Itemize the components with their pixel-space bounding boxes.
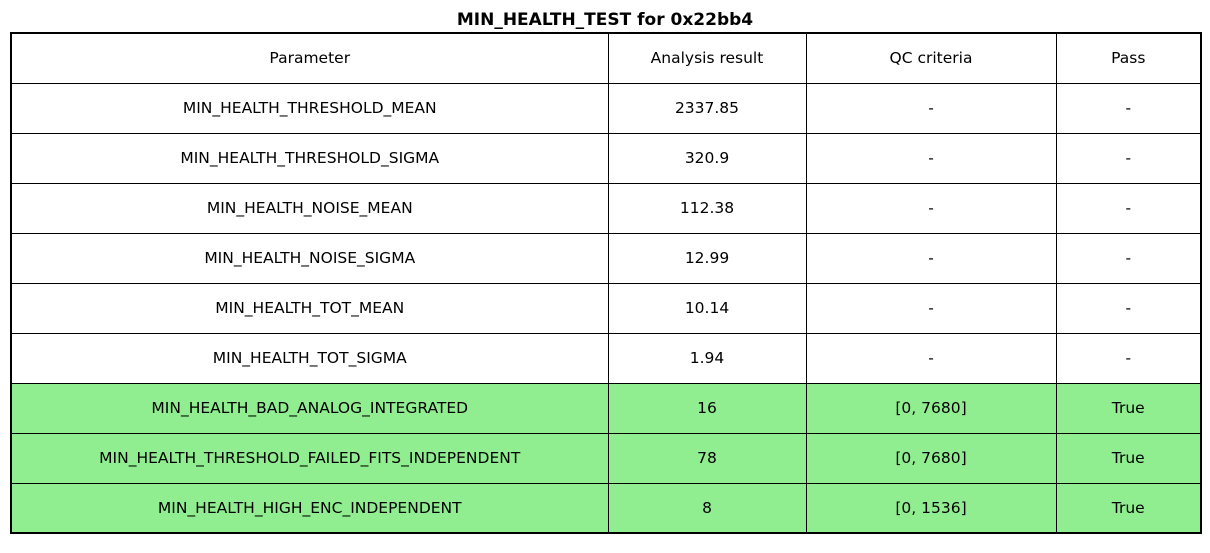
column-header-qc-criteria: QC criteria <box>805 32 1057 84</box>
qc-results-table: Parameter Analysis result QC criteria Pa… <box>10 32 1202 534</box>
column-header-parameter: Parameter <box>10 32 609 84</box>
qc-criteria-cell: [0, 7680] <box>805 382 1057 434</box>
parameter-cell: MIN_HEALTH_THRESHOLD_MEAN <box>10 82 609 134</box>
table-row: MIN_HEALTH_THRESHOLD_MEAN 2337.85- - <box>10 82 1202 134</box>
analysis-result-cell: 10.14 <box>607 282 807 334</box>
table-row: MIN_HEALTH_NOISE_MEAN 112.38- - <box>10 182 1202 234</box>
pass-cell: True <box>1055 382 1202 434</box>
qc-criteria-cell: [0, 7680] <box>805 432 1057 484</box>
table-row: MIN_HEALTH_TOT_SIGMA 1.94- - <box>10 332 1202 384</box>
pass-cell: True <box>1055 432 1202 484</box>
parameter-cell: MIN_HEALTH_THRESHOLD_FAILED_FITS_INDEPEN… <box>10 432 609 484</box>
parameter-cell: MIN_HEALTH_NOISE_SIGMA <box>10 232 609 284</box>
analysis-result-cell: 8 <box>607 482 807 534</box>
column-header-analysis-result: Analysis result <box>607 32 807 84</box>
analysis-result-cell: 1.94 <box>607 332 807 384</box>
column-header-pass: Pass <box>1055 32 1202 84</box>
pass-cell: - <box>1055 82 1202 134</box>
pass-cell: True <box>1055 482 1202 534</box>
header-row: Parameter Analysis result QC criteria Pa… <box>10 32 1202 84</box>
analysis-result-cell: 2337.85 <box>607 82 807 134</box>
table-row: MIN_HEALTH_THRESHOLD_SIGMA 320.9- - <box>10 132 1202 184</box>
pass-cell: - <box>1055 182 1202 234</box>
parameter-cell: MIN_HEALTH_THRESHOLD_SIGMA <box>10 132 609 184</box>
parameter-cell: MIN_HEALTH_TOT_MEAN <box>10 282 609 334</box>
qc-criteria-cell: - <box>805 82 1057 134</box>
qc-criteria-cell: - <box>805 132 1057 184</box>
table-row: MIN_HEALTH_HIGH_ENC_INDEPENDENT 8 [0, 1536… <box>10 482 1202 534</box>
analysis-result-cell: 320.9 <box>607 132 807 184</box>
parameter-cell: MIN_HEALTH_BAD_ANALOG_INTEGRATED <box>10 382 609 434</box>
analysis-result-cell: 112.38 <box>607 182 807 234</box>
analysis-result-cell: 78 <box>607 432 807 484</box>
qc-criteria-cell: [0, 1536] <box>805 482 1057 534</box>
table-row: MIN_HEALTH_BAD_ANALOG_INTEGRATED 16 [0, 76… <box>10 382 1202 434</box>
parameter-cell: MIN_HEALTH_TOT_SIGMA <box>10 332 609 384</box>
table-row: MIN_HEALTH_THRESHOLD_FAILED_FITS_INDEPEN… <box>10 432 1202 484</box>
qc-criteria-cell: - <box>805 182 1057 234</box>
qc-criteria-cell: - <box>805 332 1057 384</box>
table-row: MIN_HEALTH_NOISE_SIGMA 12.99- - <box>10 232 1202 284</box>
parameter-cell: MIN_HEALTH_HIGH_ENC_INDEPENDENT <box>10 482 609 534</box>
pass-cell: - <box>1055 332 1202 384</box>
qc-criteria-cell: - <box>805 282 1057 334</box>
figure-title: MIN_HEALTH_TEST for 0x22bb4 <box>456 10 754 30</box>
pass-cell: - <box>1055 282 1202 334</box>
pass-cell: - <box>1055 132 1202 184</box>
analysis-result-cell: 12.99 <box>607 232 807 284</box>
parameter-cell: MIN_HEALTH_NOISE_MEAN <box>10 182 609 234</box>
table-row: MIN_HEALTH_TOT_MEAN 10.14- - <box>10 282 1202 334</box>
qc-criteria-cell: - <box>805 232 1057 284</box>
analysis-result-cell: 16 <box>607 382 807 434</box>
pass-cell: - <box>1055 232 1202 284</box>
